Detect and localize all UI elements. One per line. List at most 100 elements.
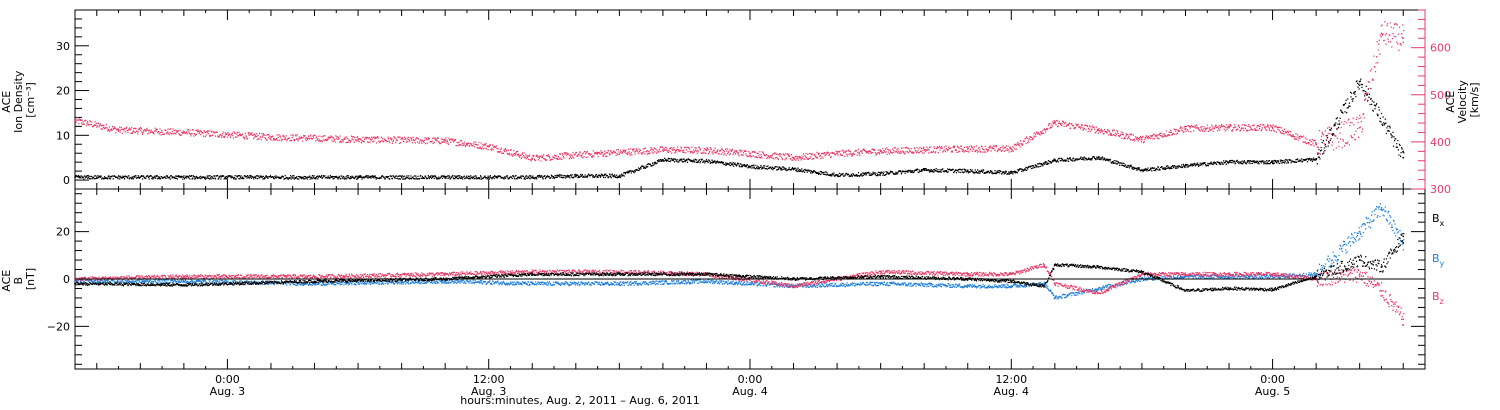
bottom-axis-title: ACE B [nT] bbox=[0, 266, 37, 291]
density-series-marker bbox=[1141, 169, 1143, 172]
bx-series-marker bbox=[1010, 280, 1013, 283]
velocity-series-marker bbox=[792, 157, 795, 159]
by-series-marker bbox=[1358, 230, 1361, 233]
x-tick-date-label: Aug. 3 bbox=[210, 385, 245, 398]
bx-series-marker bbox=[182, 284, 185, 286]
density-series-marker bbox=[705, 160, 708, 163]
density-series-marker bbox=[531, 176, 534, 179]
bx-series-marker bbox=[1053, 263, 1056, 266]
bx-series-marker bbox=[1097, 266, 1100, 269]
velocity-series-marker bbox=[596, 152, 599, 155]
velocity-series-marker bbox=[1010, 148, 1013, 150]
velocity-series-marker bbox=[74, 119, 76, 122]
velocity-series-marker bbox=[1271, 126, 1274, 129]
by-series-marker bbox=[618, 282, 621, 285]
by-series-points bbox=[75, 203, 1405, 300]
velocity-series-marker bbox=[1380, 32, 1383, 35]
top-right-tick-label: 300 bbox=[1430, 183, 1451, 196]
bx-series-marker bbox=[1184, 289, 1187, 292]
bx-series-marker bbox=[1141, 270, 1143, 273]
bz-series-marker bbox=[1097, 292, 1100, 295]
x-tick-time-label: 0:00 bbox=[1260, 373, 1285, 386]
density-series-marker bbox=[662, 159, 664, 161]
density-series-marker bbox=[618, 175, 621, 177]
density-series-marker bbox=[74, 176, 76, 179]
top-left-tick-label: 30 bbox=[56, 40, 70, 53]
density-series-marker bbox=[966, 170, 969, 173]
bottom-tick-label: 0 bbox=[63, 273, 70, 286]
velocity-series-marker bbox=[1315, 143, 1318, 146]
bz-series-marker bbox=[1184, 273, 1187, 276]
density-series-marker bbox=[879, 172, 882, 175]
x-tick-date-label: Aug. 4 bbox=[732, 385, 767, 398]
bz-series-marker bbox=[182, 275, 185, 278]
bx-series-marker bbox=[313, 280, 316, 283]
density-series-marker bbox=[1184, 164, 1187, 167]
bz-series-marker bbox=[1402, 318, 1405, 321]
x-tick-time-label: 0:00 bbox=[738, 373, 763, 386]
bottom-tick-label: −20 bbox=[47, 320, 70, 333]
velocity-series-points bbox=[75, 21, 1405, 162]
by-series-marker bbox=[74, 280, 76, 283]
velocity-series-marker bbox=[879, 150, 882, 153]
by-series-marker bbox=[1053, 297, 1056, 299]
density-series-points bbox=[75, 78, 1405, 180]
bottom-panel-series bbox=[74, 203, 1405, 326]
bz-series-marker bbox=[1228, 273, 1230, 276]
bz-series-marker bbox=[531, 270, 534, 273]
bottom-tick-label: 20 bbox=[56, 226, 70, 239]
bx-series-marker bbox=[1358, 259, 1361, 261]
density-series-marker bbox=[1358, 80, 1361, 83]
velocity-series-marker bbox=[836, 152, 838, 155]
x-tick-time-label: 0:00 bbox=[215, 373, 240, 386]
velocity-series-marker bbox=[966, 148, 969, 150]
density-series bbox=[74, 78, 1405, 180]
by-series-marker bbox=[1043, 282, 1045, 285]
by-series-marker bbox=[1010, 285, 1013, 288]
bx-series bbox=[74, 232, 1405, 292]
bz-series-marker bbox=[1380, 289, 1383, 292]
bx-series-marker bbox=[74, 282, 76, 285]
bx-series-marker bbox=[1228, 287, 1230, 290]
by-series-marker bbox=[1315, 273, 1318, 276]
density-series-marker bbox=[1010, 171, 1013, 174]
top-panel-series bbox=[74, 21, 1405, 180]
by-series-marker bbox=[1380, 207, 1383, 209]
density-series-marker bbox=[357, 176, 359, 179]
velocity-series-marker bbox=[662, 149, 664, 151]
density-series-marker bbox=[1053, 159, 1056, 162]
by-series-marker bbox=[1184, 275, 1187, 278]
x-tick-date-label: Aug. 5 bbox=[1255, 385, 1290, 398]
legend-bx: Bx bbox=[1432, 212, 1445, 228]
density-series-marker bbox=[1402, 156, 1405, 159]
velocity-series-marker bbox=[923, 149, 926, 151]
bx-series-marker bbox=[1402, 235, 1405, 238]
velocity-series-marker bbox=[1053, 122, 1056, 124]
velocity-series-marker bbox=[1097, 129, 1100, 132]
bz-series-marker bbox=[966, 273, 969, 276]
density-series-marker bbox=[1315, 158, 1318, 161]
top-right-axis-title: ACE Velocity [km/s] bbox=[1444, 77, 1481, 124]
top-right-tick-label: 500 bbox=[1430, 89, 1451, 102]
velocity-series-marker bbox=[1184, 127, 1187, 130]
x-tick-time-label: 12:00 bbox=[473, 373, 505, 386]
top-left-tick-label: 10 bbox=[56, 129, 70, 142]
bx-series-marker bbox=[705, 273, 708, 276]
bz-series-marker bbox=[618, 270, 621, 273]
velocity-series-marker bbox=[182, 131, 185, 134]
top-left-axis-title: ACE Ion Density [cm⁻³] bbox=[0, 67, 37, 133]
by-series-marker bbox=[1097, 287, 1100, 290]
density-series-marker bbox=[1097, 156, 1100, 159]
density-series-marker bbox=[444, 176, 447, 179]
velocity-series-marker bbox=[357, 138, 359, 141]
bz-series-marker bbox=[792, 285, 795, 288]
x-tick-date-label: Aug. 4 bbox=[994, 385, 1029, 398]
velocity-series-marker bbox=[1402, 37, 1405, 40]
by-series-marker bbox=[705, 280, 708, 283]
bz-series-marker bbox=[1053, 282, 1056, 285]
top-panel-ticks: 0 10 20 30 300 400 500 600 bbox=[56, 9, 1451, 196]
velocity-series bbox=[74, 21, 1405, 162]
density-series-marker bbox=[226, 176, 229, 179]
bz-series-marker bbox=[1141, 273, 1143, 276]
